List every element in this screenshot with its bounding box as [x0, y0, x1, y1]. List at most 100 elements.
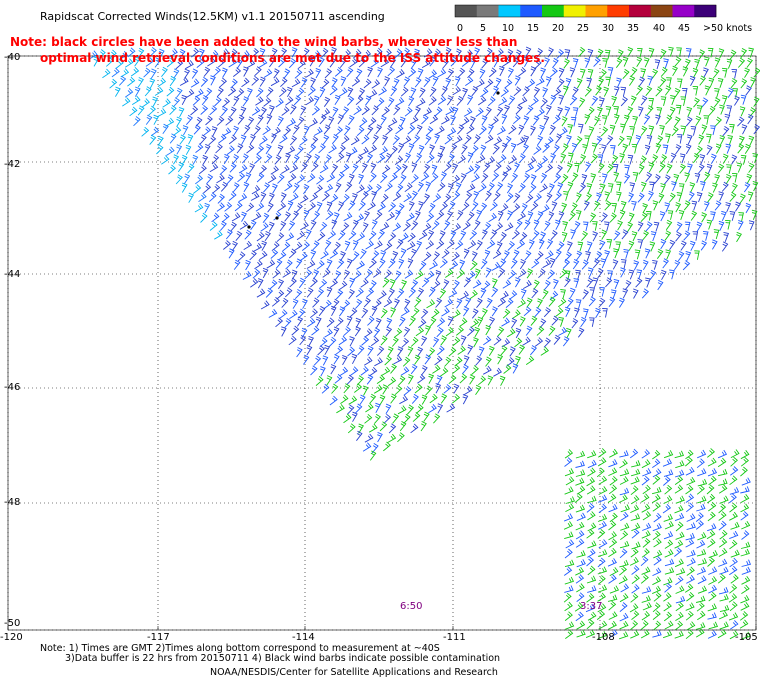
wind-barb — [419, 87, 426, 98]
wind-barb — [550, 230, 558, 241]
wind-barb — [690, 210, 698, 221]
wind-barb — [301, 327, 308, 339]
wind-barb — [606, 163, 614, 174]
wind-barb — [339, 280, 348, 290]
wind-barb — [567, 162, 573, 173]
wind-barb — [550, 67, 558, 78]
wind-barb — [685, 116, 693, 127]
wind-barb — [216, 174, 225, 184]
wind-barb — [544, 163, 554, 174]
wind-barb — [497, 126, 506, 135]
wind-barb — [499, 258, 507, 269]
wind-barb — [358, 57, 367, 68]
wind-barb — [311, 325, 320, 336]
wind-barb — [602, 58, 608, 68]
wind-barb — [713, 97, 721, 108]
wind-barb — [278, 250, 287, 261]
wind-barb — [166, 146, 175, 156]
wind-barb — [575, 250, 583, 261]
wind-barb — [662, 458, 673, 467]
wind-barb — [497, 354, 504, 365]
wind-barb — [559, 127, 568, 137]
wind-barb — [162, 123, 169, 135]
wind-barb — [363, 210, 370, 221]
wind-barb — [232, 154, 240, 165]
wind-barb — [457, 124, 465, 135]
wind-barb — [375, 124, 383, 135]
wind-barb — [309, 192, 319, 202]
wind-barb — [626, 135, 633, 146]
wind-barb — [729, 49, 737, 60]
wind-barb — [565, 503, 575, 513]
wind-barb — [348, 230, 357, 240]
wind-barb — [226, 145, 235, 155]
wind-barb — [558, 67, 565, 78]
wind-barb — [253, 125, 261, 136]
wind-barb — [349, 307, 358, 318]
wind-barb — [322, 355, 329, 366]
wind-barb — [672, 65, 678, 77]
wind-barb — [93, 56, 100, 67]
wind-barb — [271, 241, 280, 252]
wind-barb — [752, 180, 759, 192]
wind-barb — [404, 298, 411, 309]
wind-barb — [507, 67, 514, 78]
wind-barb — [388, 423, 397, 434]
wind-barb — [368, 423, 378, 433]
wind-barb — [501, 113, 508, 125]
wind-barb — [225, 115, 234, 126]
wind-barb — [369, 393, 377, 404]
wind-barb — [415, 326, 425, 337]
wind-barb — [276, 289, 285, 300]
wind-barb — [517, 298, 526, 308]
wind-barb — [630, 620, 639, 630]
wind-barb — [519, 316, 526, 327]
wind-barb — [652, 468, 662, 478]
wind-barb — [574, 493, 583, 503]
wind-barb — [300, 221, 309, 231]
wind-barb — [565, 476, 575, 486]
wind-barb — [635, 85, 643, 96]
wind-barb — [561, 173, 569, 184]
wind-barb — [564, 306, 571, 318]
wind-barb — [247, 87, 253, 99]
wind-barb — [525, 325, 533, 336]
wind-barb — [385, 125, 393, 136]
wind-barb — [675, 611, 684, 621]
wind-barb — [631, 528, 640, 539]
wind-barb — [471, 365, 479, 375]
wind-barb — [414, 48, 420, 59]
wind-barb — [257, 114, 264, 125]
wind-barb — [701, 212, 708, 223]
wind-barb — [553, 278, 559, 290]
wind-barb — [150, 126, 160, 137]
wind-barb — [299, 251, 308, 262]
wind-barb — [542, 142, 550, 153]
wind-barb — [302, 47, 310, 58]
wind-barb — [169, 48, 178, 58]
wind-barb — [206, 173, 214, 185]
wind-barb — [115, 59, 124, 69]
wind-barb — [288, 173, 297, 183]
wind-barb — [533, 279, 540, 290]
wind-barb — [252, 268, 261, 279]
wind-barb — [517, 211, 526, 221]
wind-barb — [673, 173, 680, 184]
wind-barb — [609, 512, 618, 523]
wind-barb — [674, 547, 683, 557]
wind-barb — [675, 460, 685, 469]
wind-barb — [281, 297, 289, 308]
wind-barb — [575, 504, 586, 513]
wind-barb — [488, 316, 496, 327]
wind-barb — [608, 484, 618, 495]
wind-barb — [725, 202, 732, 213]
wind-barb — [740, 511, 749, 521]
wind-barb — [359, 117, 368, 127]
color-scale-swatch — [607, 5, 630, 17]
wind-barb — [219, 220, 227, 231]
wind-barb — [452, 163, 459, 174]
wind-barb — [314, 184, 323, 194]
wind-barb — [137, 105, 145, 116]
wind-barb — [631, 143, 638, 154]
wind-barb — [526, 78, 536, 89]
